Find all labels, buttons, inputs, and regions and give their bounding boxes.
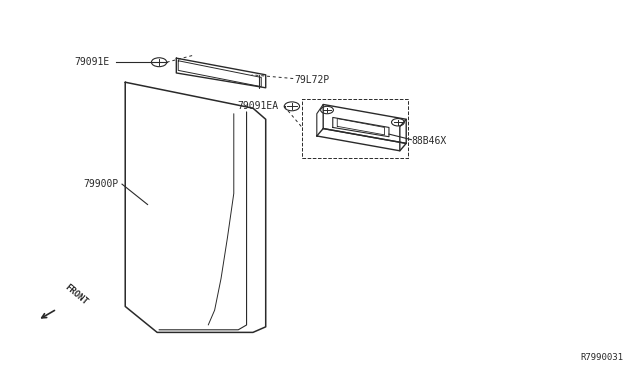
- Text: 79L72P: 79L72P: [294, 76, 330, 86]
- Text: FRONT: FRONT: [63, 282, 90, 307]
- Text: 79091EA: 79091EA: [237, 101, 278, 111]
- Text: R7990031: R7990031: [580, 353, 623, 362]
- Text: 79091E: 79091E: [74, 57, 109, 67]
- Text: 79900P: 79900P: [84, 179, 119, 189]
- Text: 88B46X: 88B46X: [412, 136, 447, 146]
